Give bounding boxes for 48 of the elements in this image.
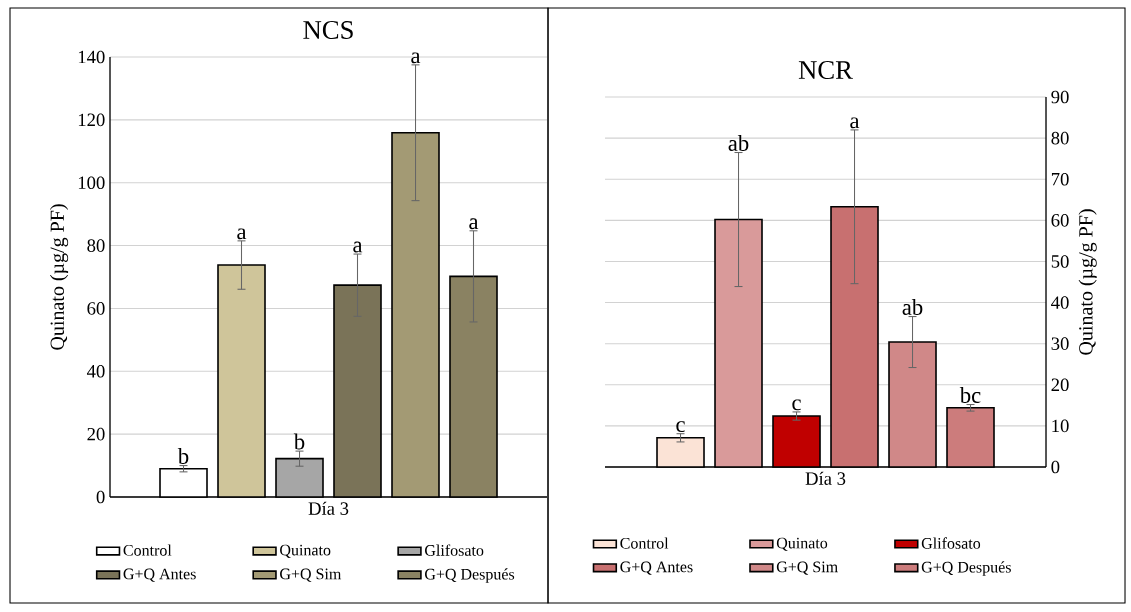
legend-label: G+Q Después bbox=[921, 561, 1011, 576]
annotation: b bbox=[293, 433, 305, 450]
annotation: b bbox=[177, 448, 189, 464]
y-tick-label: 50 bbox=[1051, 255, 1069, 268]
annotation: c bbox=[792, 399, 801, 411]
legend-label: Control bbox=[620, 537, 669, 549]
legend-label: Quinato bbox=[280, 544, 331, 558]
y-tick-label: 30 bbox=[1051, 337, 1069, 350]
annotation: ab bbox=[728, 134, 749, 151]
legend-label: Control bbox=[123, 544, 172, 556]
y-tick-label: 10 bbox=[1052, 419, 1069, 433]
x-tick-label: Día 3 bbox=[805, 471, 846, 485]
legend-label: G+Q Después bbox=[425, 568, 515, 583]
legend-label: Quinato bbox=[776, 537, 828, 551]
chart-title: NCS bbox=[303, 21, 353, 39]
annotation: a bbox=[469, 218, 479, 230]
y-axis-title: Quinato (µg/g PF) bbox=[1078, 209, 1097, 355]
legend-label: G+Q Antes bbox=[620, 561, 693, 575]
y-tick-label: 60 bbox=[1051, 214, 1069, 227]
annotation: ab bbox=[902, 298, 923, 315]
y-tick-label: 70 bbox=[1051, 172, 1069, 186]
legend-label: G+Q Antes bbox=[123, 568, 196, 582]
y-tick-label: 20 bbox=[87, 427, 105, 441]
y-axis-title: Quinato (µg/g PF) bbox=[49, 204, 69, 350]
chart-title: NCR bbox=[798, 61, 853, 79]
legend-label: Glifosato bbox=[921, 537, 981, 549]
y-tick-label: 60 bbox=[87, 302, 105, 315]
y-tick-label: 90 bbox=[1051, 90, 1069, 104]
annotation: a bbox=[353, 241, 363, 253]
annotation: bc bbox=[959, 386, 981, 403]
y-tick-label: 0 bbox=[96, 490, 105, 504]
annotation: a bbox=[411, 52, 421, 64]
legend-label: G+Q Sim bbox=[776, 561, 838, 575]
legend-label: Glifosato bbox=[425, 544, 484, 556]
y-tick-label: 140 bbox=[78, 50, 105, 64]
y-tick-label: 80 bbox=[87, 239, 105, 252]
annotation: a bbox=[850, 117, 860, 129]
y-tick-label: 0 bbox=[1051, 460, 1060, 474]
annotation: c bbox=[676, 421, 685, 433]
y-tick-label: 40 bbox=[86, 364, 105, 378]
y-tick-label: 40 bbox=[1051, 296, 1069, 309]
legend-label: G+Q Sim bbox=[280, 568, 342, 582]
annotation: a bbox=[237, 228, 247, 240]
x-tick-label: Día 3 bbox=[308, 501, 349, 515]
y-tick-label: 120 bbox=[78, 113, 105, 127]
y-tick-label: 100 bbox=[78, 176, 105, 190]
y-tick-label: 80 bbox=[1051, 131, 1069, 145]
y-tick-label: 20 bbox=[1051, 378, 1069, 392]
